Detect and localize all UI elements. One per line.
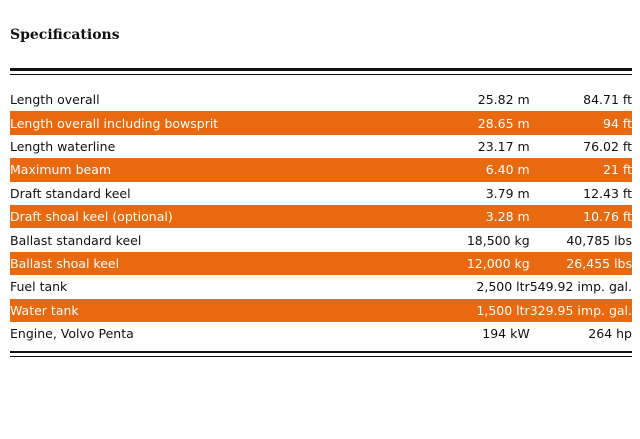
imperial-value: 40,785 lbs: [566, 232, 632, 248]
bottom-rule-thin: [10, 356, 632, 357]
metric-value: 1,500 ltr: [476, 302, 530, 318]
top-rule-thick: [10, 68, 632, 71]
spec-label: Fuel tank: [10, 279, 68, 295]
imperial-value: 549.92 imp. gal.: [529, 279, 632, 295]
spec-row: Draft shoal keel (optional) 3.28 m 10.76 f…: [10, 204, 632, 229]
spec-label: Draft standard keel: [10, 185, 131, 201]
metric-value: 25.82 m: [477, 92, 530, 108]
spec-row: Ballast shoal keel 12,000 kg 26,455 lbs: [10, 251, 632, 276]
imperial-value: 329.95 imp. gal.: [529, 302, 632, 318]
spec-label: Maximum beam: [10, 162, 112, 178]
spec-row: Fuel tank 2,500 ltr 549.92 imp. gal.: [10, 275, 632, 298]
spec-label: Ballast standard keel: [10, 232, 142, 248]
title: Specifications: [10, 27, 120, 43]
spec-row: Ballast standard keel 18,500 kg 40,785 lbs: [10, 228, 632, 251]
imperial-value: 84.71 ft: [583, 92, 632, 108]
spec-table: Length overall 25.82 m 84.71 ft Length over…: [10, 88, 632, 345]
spec-row: Length waterline 23.17 m 76.02 ft: [10, 135, 632, 158]
spec-row: Length overall including bowsprit 28.65 m…: [10, 111, 632, 135]
top-rule-thin: [10, 74, 632, 75]
metric-value: 12,000 kg: [466, 255, 530, 271]
metric-value: 23.17 m: [477, 138, 530, 154]
table-body: Length overall 25.82 m 84.71 ft Length over…: [10, 88, 632, 345]
imperial-value: 10.76 ft: [583, 209, 632, 225]
spec-label: Engine, Volvo Penta: [10, 326, 134, 342]
spec-label: Draft shoal keel (optional): [10, 209, 173, 225]
spec-label: Water tank: [10, 302, 79, 318]
imperial-value: 26,455 lbs: [566, 255, 632, 271]
spec-row: Maximum beam 6.40 m 21 ft: [10, 158, 632, 182]
spec-row: Draft standard keel 3.79 m 12.43 ft: [10, 182, 632, 205]
metric-value: 18,500 kg: [466, 232, 530, 248]
metric-value: 3.28 m: [485, 209, 530, 225]
spec-label: Length overall including bowsprit: [10, 115, 219, 131]
spec-label: Length overall: [10, 92, 100, 108]
metric-value: 6.40 m: [485, 162, 530, 178]
spec-label: Length waterline: [10, 138, 116, 154]
spec-row: Length overall 25.82 m 84.71 ft: [10, 88, 632, 111]
metric-value: 194 kW: [482, 326, 530, 342]
spec-row: Water tank 1,500 ltr 329.95 imp. gal.: [10, 298, 632, 322]
imperial-value: 21 ft: [603, 162, 632, 178]
metric-value: 3.79 m: [485, 185, 530, 201]
imperial-value: 264 hp: [588, 326, 632, 342]
spec-row: Engine, Volvo Penta 194 kW 264 hp: [10, 322, 632, 345]
bottom-rule-thick: [10, 351, 632, 353]
imperial-value: 76.02 ft: [583, 138, 632, 154]
spec-label: Ballast shoal keel: [10, 255, 120, 271]
metric-value: 28.65 m: [477, 115, 530, 131]
imperial-value: 94 ft: [603, 115, 632, 131]
metric-value: 2,500 ltr: [476, 279, 530, 295]
imperial-value: 12.43 ft: [583, 185, 632, 201]
